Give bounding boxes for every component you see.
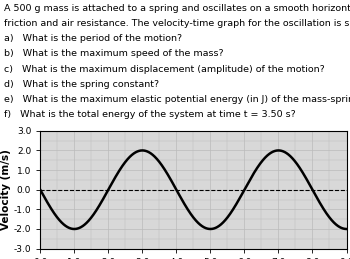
Y-axis label: Velocity (m/s): Velocity (m/s) — [1, 149, 11, 230]
Text: f)   What is the total energy of the system at time t = 3.50 s?: f) What is the total energy of the syste… — [4, 110, 296, 119]
Text: d)   What is the spring constant?: d) What is the spring constant? — [4, 80, 159, 89]
Text: c)   What is the maximum displacement (amplitude) of the motion?: c) What is the maximum displacement (amp… — [4, 64, 325, 74]
Text: a)   What is the period of the motion?: a) What is the period of the motion? — [4, 34, 182, 43]
Text: A 500 g mass is attached to a spring and oscillates on a smooth horizontal surfa: A 500 g mass is attached to a spring and… — [4, 4, 350, 13]
Text: friction and air resistance. The velocity-time graph for the oscillation is show: friction and air resistance. The velocit… — [4, 19, 350, 28]
Text: e)   What is the maximum elastic potential energy (in J) of the mass-spring syst: e) What is the maximum elastic potential… — [4, 95, 350, 104]
Text: b)   What is the maximum speed of the mass?: b) What is the maximum speed of the mass… — [4, 49, 224, 58]
